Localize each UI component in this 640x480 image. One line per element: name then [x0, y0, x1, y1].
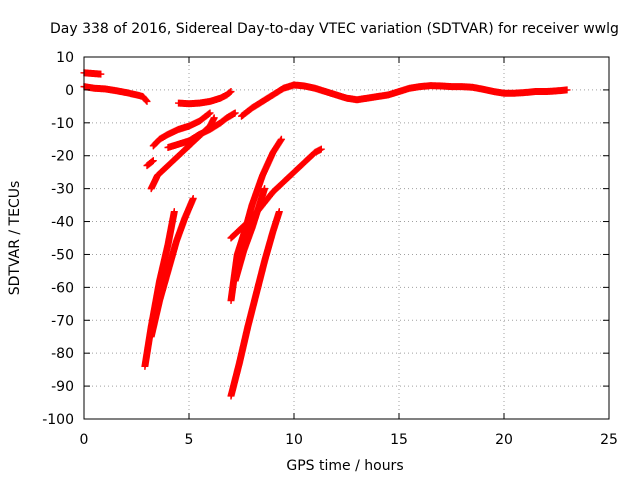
- series-markers: [227, 208, 283, 400]
- series-markers: [80, 69, 105, 78]
- y-tick-label: -20: [51, 149, 74, 165]
- series-arc-h: [227, 208, 283, 400]
- series-arc-early-zero: [80, 83, 151, 105]
- y-tick-label: -50: [51, 247, 74, 263]
- series-arc-mid-flat: [175, 88, 235, 108]
- y-tick-label: -30: [51, 182, 74, 198]
- series-arc-a-upper: [149, 109, 214, 150]
- series-markers: [143, 157, 157, 170]
- y-tick-label: -60: [51, 280, 74, 296]
- y-tick-label: 0: [65, 83, 74, 99]
- series-markers: [80, 83, 151, 105]
- series-arc-g: [231, 185, 269, 285]
- chart-title: Day 338 of 2016, Sidereal Day-to-day VTE…: [50, 21, 619, 37]
- series-markers: [149, 109, 214, 150]
- x-tick-label: 25: [600, 432, 618, 448]
- axis-ticks: [83, 56, 610, 420]
- x-tick-label: 15: [390, 432, 408, 448]
- series-arc-b-stub: [143, 157, 157, 170]
- y-tick-label: -100: [42, 412, 74, 428]
- data-points: [80, 69, 571, 400]
- y-tick-label: -80: [51, 346, 74, 362]
- series-markers: [238, 81, 571, 120]
- y-tick-label: -10: [51, 116, 74, 132]
- grid-lines: [84, 57, 609, 419]
- x-tick-label: 5: [185, 432, 194, 448]
- x-tick-label: 0: [80, 432, 89, 448]
- series-markers: [175, 88, 235, 108]
- tick-labels: 0 5 10 15 20 25 10 0 -10 -20 -30 -40 -50 -60 -70 -80 -90…: [42, 50, 618, 448]
- series-markers: [231, 185, 269, 285]
- series-markers: [147, 195, 197, 341]
- series-arc-main-long: [238, 81, 571, 120]
- y-tick-label: 10: [56, 50, 74, 66]
- y-tick-label: -40: [51, 215, 74, 231]
- y-axis-title: SDTVAR / TECUs: [7, 181, 23, 296]
- y-tick-label: -70: [51, 313, 74, 329]
- x-tick-label: 10: [285, 432, 303, 448]
- series-arc-early-top: [80, 69, 105, 78]
- y-tick-label: -90: [51, 379, 74, 395]
- series-markers: [147, 114, 218, 193]
- series-arc-b: [147, 114, 218, 193]
- x-axis-title: GPS time / hours: [286, 458, 403, 474]
- plot-frame: [83, 56, 610, 420]
- series-arc-d: [147, 195, 197, 341]
- x-tick-label: 20: [495, 432, 513, 448]
